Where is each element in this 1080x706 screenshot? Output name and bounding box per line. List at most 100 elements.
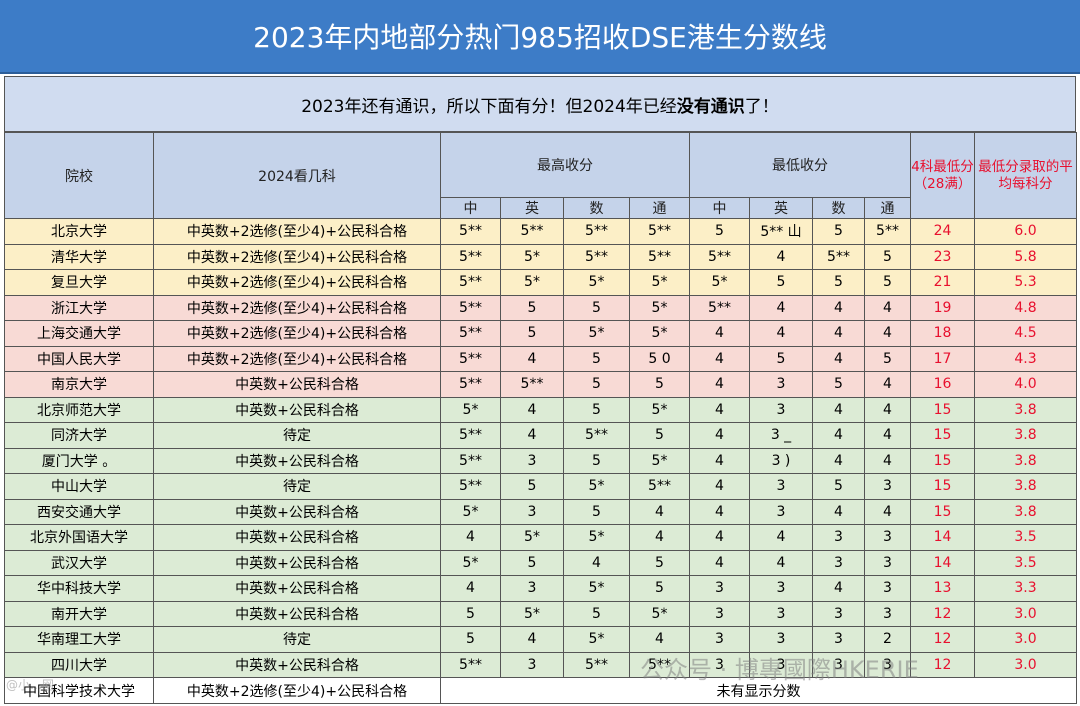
cell-max-3: 5** [629,473,690,500]
cell-min-0: 4 [689,345,750,372]
cell-avg: 3.5 [974,524,1077,551]
notice-text-2: 了！ [744,96,779,117]
cell-min-1: 3 [749,396,813,423]
cell-max-0: 5* [440,549,501,576]
cell-min-3: 5** [864,218,911,245]
cell-min-1: 4 [749,294,813,321]
cell-score4: 12 [910,651,975,678]
cell-max-2: 5* [563,575,630,602]
header-score4: 4科最低分（28满） [910,132,975,219]
cell-score4: 15 [910,422,975,449]
cell-min-1: 5 [749,345,813,372]
header-subjects: 2024看几科 [153,132,441,219]
cell-max-3: 5 [629,575,690,602]
cell-min-0: 5** [689,294,750,321]
notice-banner: 2023年还有通识，所以下面有分！但2024年已经 没有通识 了！ [4,76,1076,132]
table-row: 西安交通大学 中英数+公民科合格 5* 3 5 4 4 3 4 4 15 3.8 [4,498,1077,525]
cell-max-1: 5* [500,243,564,270]
cell-subjects: 中英数+2选修(至少4)+公民科合格 [153,345,441,372]
cell-min-2: 3 [812,524,865,551]
cell-max-1: 5 [500,320,564,347]
cell-max-2: 5 [563,498,630,525]
cell-min-2: 3 [812,626,865,653]
cell-max-2: 5** [563,651,630,678]
cell-max-2: 5 [563,600,630,627]
table-row: 南开大学 中英数+公民科合格 5 5* 5 5* 3 3 3 3 12 3.0 [4,600,1077,627]
cell-min-0: 4 [689,498,750,525]
cell-school: 武汉大学 [4,549,154,576]
corner-watermark: @小…网 [6,678,55,692]
cell-subjects: 中英数+公民科合格 [153,524,441,551]
cell-max-3: 5* [629,447,690,474]
cell-min-2: 5 [812,473,865,500]
cell-min-0: 4 [689,320,750,347]
header-max: 最高收分 [440,132,690,198]
cell-subjects: 中英数+2选修(至少4)+公民科合格 [153,677,441,704]
cell-max-0: 5 [440,600,501,627]
header-min: 最低收分 [689,132,911,198]
cell-max-1: 5** [500,371,564,398]
table-row: 厦门大学 。中英数+公民科合格 5** 3 5 5* 4 3 ) 4 4 15 3.8 [4,447,1077,474]
cell-max-1: 4 [500,626,564,653]
cell-max-0: 4 [440,575,501,602]
table-row: 北京师范大学 中英数+公民科合格 5* 4 5 5* 4 3 4 4 15 3.8 [4,396,1077,423]
cell-max-1: 5 [500,294,564,321]
cell-score4: 23 [910,243,975,270]
cell-subjects: 中英数+公民科合格 [153,575,441,602]
cell-max-3: 5* [629,269,690,296]
cell-max-3: 5* [629,294,690,321]
table-row: 复旦大学 中英数+2选修(至少4)+公民科合格 5** 5* 5* 5* 5* 5 5 5 21 5.… [4,269,1077,296]
cell-min-2: 4 [812,422,865,449]
table-row: 北京大学 中英数+2选修(至少4)+公民科合格 5** 5** 5** 5** 5 5** 山… [4,218,1077,245]
cell-max-0: 5** [440,345,501,372]
cell-min-1: 3 [749,498,813,525]
cell-avg: 3.0 [974,600,1077,627]
cell-min-3: 3 [864,524,911,551]
cell-max-1: 3 [500,447,564,474]
page-title: 2023年内地部分热门985招收DSE港生分数线 [0,0,1080,74]
cell-school: 北京大学 [4,218,154,245]
cell-avg: 4.3 [974,345,1077,372]
cell-max-0: 5** [440,218,501,245]
cell-note: 未有显示分数 [440,677,1077,704]
cell-min-3: 4 [864,320,911,347]
cell-min-0: 3 [689,600,750,627]
table-row: 清华大学 中英数+2选修(至少4)+公民科合格 5** 5* 5** 5** 5** 4 5**… [4,243,1077,270]
cell-min-0: 4 [689,371,750,398]
cell-subjects: 中英数+公民科合格 [153,549,441,576]
cell-max-0: 5** [440,447,501,474]
cell-max-3: 5** [629,651,690,678]
cell-subjects: 中英数+公民科合格 [153,498,441,525]
header-max-ls: 通 [629,197,690,219]
cell-min-0: 3 [689,575,750,602]
cell-max-3: 5 [629,422,690,449]
cell-min-3: 4 [864,447,911,474]
table-body: 北京大学 中英数+2选修(至少4)+公民科合格 5** 5** 5** 5** 5 5** 山… [4,218,1077,678]
cell-avg: 5.3 [974,269,1077,296]
cell-min-1: 3 ) [749,447,813,474]
cell-school: 中国科学技术大学 [4,677,154,704]
cell-school: 华南理工大学 [4,626,154,653]
table-row: 武汉大学 中英数+公民科合格 5* 5 4 5 4 4 3 3 14 3.5 [4,549,1077,576]
cell-subjects: 中英数+公民科合格 [153,651,441,678]
cell-min-3: 4 [864,294,911,321]
cell-max-2: 4 [563,549,630,576]
cell-max-3: 5* [629,600,690,627]
header-min-math: 数 [812,197,865,219]
cell-score4: 21 [910,269,975,296]
cell-avg: 3.8 [974,498,1077,525]
cell-max-3: 5 0 [629,345,690,372]
table-row-last: 中国科学技术大学 中英数+2选修(至少4)+公民科合格 未有显示分数 [4,677,1077,704]
cell-max-3: 5 [629,549,690,576]
cell-score4: 15 [910,396,975,423]
cell-min-0: 4 [689,549,750,576]
cell-max-3: 5* [629,320,690,347]
cell-min-3: 5 [864,269,911,296]
cell-avg: 3.8 [974,473,1077,500]
cell-school: 南开大学 [4,600,154,627]
cell-min-1: 3 [749,371,813,398]
cell-min-2: 5 [812,218,865,245]
cell-subjects: 中英数+2选修(至少4)+公民科合格 [153,320,441,347]
cell-max-2: 5 [563,396,630,423]
cell-min-2: 5 [812,371,865,398]
